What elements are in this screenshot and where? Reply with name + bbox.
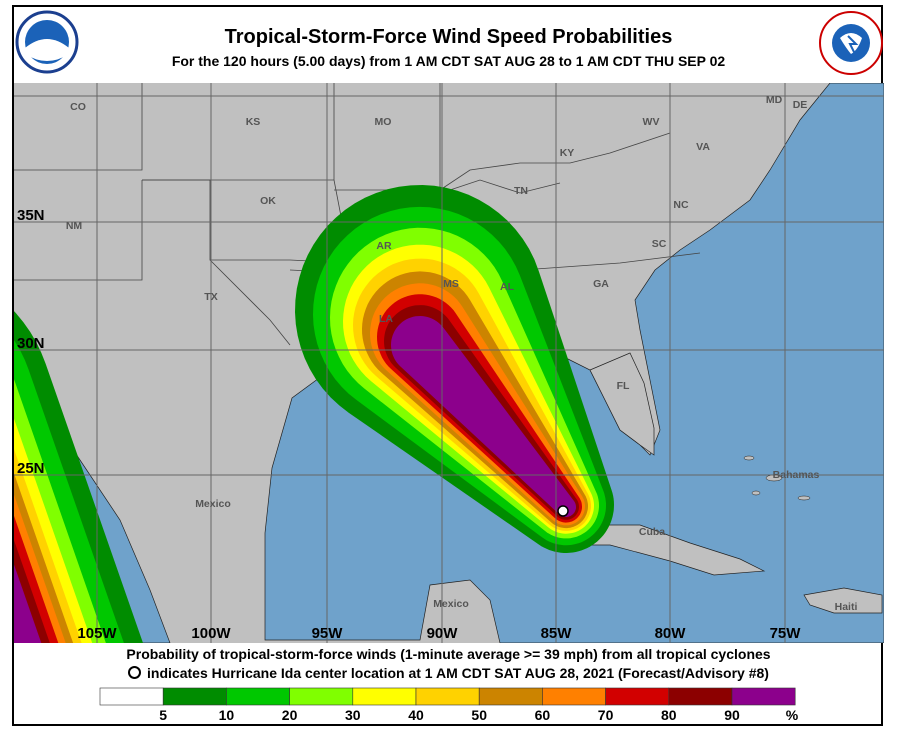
border-line (439, 132, 671, 191)
storm-center-icon (557, 505, 569, 517)
region-label: DE (793, 99, 808, 111)
region-label: TX (204, 291, 217, 303)
legend-swatch (352, 687, 417, 706)
legend-tick: 80 (661, 707, 677, 723)
legend-tick: 5 (159, 707, 167, 723)
pacific-storm-band-90 (14, 564, 42, 643)
lon-label: 85W (541, 625, 573, 642)
bahamas-island (797, 495, 811, 501)
ida-band-90 (391, 316, 576, 517)
legend-swatch (542, 687, 606, 706)
legend-swatch (478, 687, 543, 706)
bahamas-island (743, 455, 755, 461)
page-title: Tropical-Storm-Force Wind Speed Probabil… (224, 26, 673, 48)
region-label: CO (70, 101, 86, 113)
border-line (14, 180, 143, 281)
region-label: NM (66, 220, 83, 232)
open-circle-icon (128, 666, 142, 679)
noaa-logo (15, 10, 79, 74)
lon-label: 75W (770, 625, 802, 642)
region-label: VA (696, 141, 710, 153)
region-label: NC (673, 199, 689, 211)
region-label: Bahamas (773, 469, 820, 481)
legend-tick: 20 (282, 707, 298, 723)
color-legend: 5 10 20 30 40 50 60 70 80 90% (99, 687, 799, 723)
legend-swatch (605, 687, 670, 706)
caption-line-1: Probability of tropical-storm-force wind… (126, 646, 771, 662)
region-label: WV (643, 116, 660, 128)
cuba (559, 524, 766, 576)
probability-bands (14, 185, 614, 643)
caption-line-2-text: indicates Hurricane Ida center location … (147, 665, 769, 681)
caption-line-2: indicates Hurricane Ida center location … (0, 665, 897, 681)
bahamas-island (751, 490, 761, 496)
lat-lon-grid: 105W 100W 95W 90W 85W 80W 75W 35N 30N 25N (14, 83, 884, 643)
lat-label: 25N (17, 460, 45, 477)
legend-swatch (415, 687, 480, 706)
region-label: Mexico (433, 598, 469, 610)
legend-tick: 70 (598, 707, 614, 723)
border-line (209, 259, 291, 346)
legend-swatch (289, 687, 354, 706)
region-label: FL (617, 380, 630, 392)
legend-swatch (226, 687, 290, 706)
region-label: SC (652, 238, 667, 250)
region-label: AL (500, 281, 515, 293)
lat-label: 35N (17, 207, 45, 224)
region-label: MS (443, 278, 459, 290)
lon-label: 95W (312, 625, 344, 642)
region-label: Cuba (639, 526, 665, 538)
region-label: LA (379, 313, 393, 325)
lon-label: 105W (77, 625, 117, 642)
region-label: GA (593, 278, 609, 290)
florida (589, 352, 655, 456)
legend-tick: 40 (408, 707, 424, 723)
region-label: KS (246, 116, 261, 128)
legend-tick: 90 (724, 707, 740, 723)
lon-label: 80W (655, 625, 687, 642)
legend-swatch (668, 687, 733, 706)
region-label: Haiti (835, 601, 858, 613)
page-subtitle: For the 120 hours (5.00 days) from 1 AM … (171, 53, 726, 69)
legend-swatch (162, 687, 227, 706)
region-label: MO (375, 116, 392, 128)
lon-label: 100W (191, 625, 231, 642)
legend-swatch (99, 687, 164, 706)
hispaniola (803, 587, 883, 614)
region-label: TN (514, 185, 528, 197)
legend-tick: 50 (471, 707, 487, 723)
region-label: MD (766, 94, 783, 106)
region-label: Mexico (195, 498, 231, 510)
region-label: AR (376, 240, 392, 252)
region-labels: CO KS MO KY WV VA MD DE NM OK AR TN NC SC GA AL MS LA TX FL… (66, 94, 858, 613)
nws-logo (819, 11, 883, 75)
legend-tick: 10 (219, 707, 235, 723)
region-label: KY (560, 147, 575, 159)
legend-tick: 60 (535, 707, 551, 723)
lon-label: 90W (427, 625, 459, 642)
border-line (14, 83, 143, 171)
lat-label: 30N (17, 335, 45, 352)
border-line (449, 179, 561, 194)
legend-tick: 30 (345, 707, 361, 723)
probability-map: 105W 100W 95W 90W 85W 80W 75W 35N 30N 25N CO KS MO K… (14, 83, 884, 643)
legend-swatch (731, 687, 796, 706)
legend-unit: % (786, 707, 799, 723)
region-label: OK (260, 195, 276, 207)
